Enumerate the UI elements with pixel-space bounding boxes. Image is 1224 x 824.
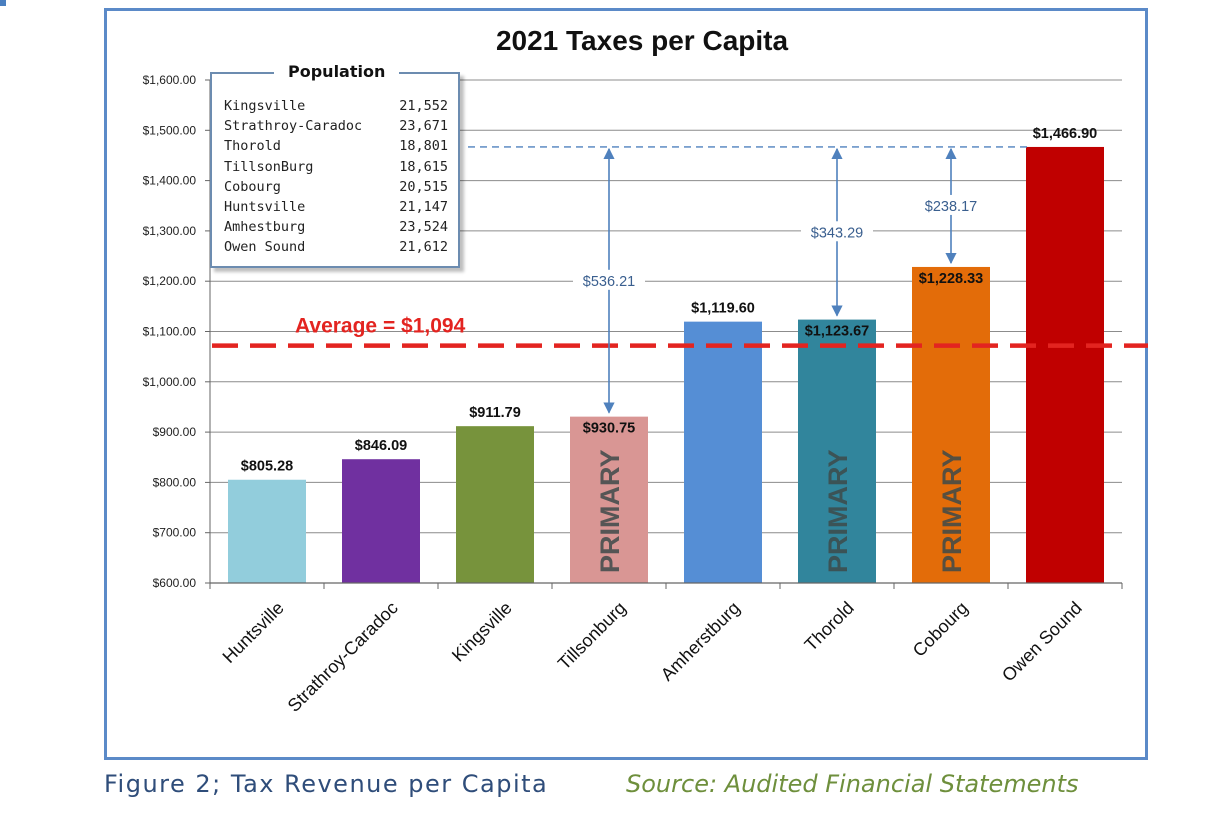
data-label: $805.28 bbox=[241, 459, 293, 475]
population-value: 23,524 bbox=[399, 219, 448, 236]
data-label: $911.79 bbox=[469, 405, 521, 421]
data-label: $1,466.90 bbox=[1033, 126, 1098, 142]
gap-label: $238.17 bbox=[925, 199, 977, 215]
bar bbox=[228, 479, 306, 583]
population-name: TillsonBurg bbox=[224, 158, 314, 175]
data-label: $930.75 bbox=[583, 421, 635, 437]
gap-label-bg bbox=[801, 221, 873, 242]
population-value: 23,671 bbox=[399, 118, 448, 135]
average-label: Average = $1,094 bbox=[295, 315, 466, 338]
x-tick-label: Huntsville bbox=[219, 598, 288, 667]
gap-label-bg bbox=[915, 194, 987, 215]
y-tick-label: $1,200.00 bbox=[143, 274, 197, 288]
bar-inner-label: PRIMARY bbox=[823, 449, 853, 573]
x-tick-label: Tillsonburg bbox=[554, 598, 630, 674]
population-name: Owen Sound bbox=[224, 239, 306, 256]
chart-title: 2021 Taxes per Capita bbox=[496, 25, 789, 56]
population-value: 21,147 bbox=[399, 199, 448, 215]
gap-annotations: $536.21 $343.29 $238.17 bbox=[573, 147, 987, 414]
population-name: Huntsville bbox=[224, 199, 306, 215]
population-row: Amhestburg 23,524 bbox=[224, 219, 448, 239]
population-value: 20,515 bbox=[399, 178, 448, 195]
data-label: $1,119.60 bbox=[691, 301, 755, 317]
y-tick-label: $900.00 bbox=[153, 425, 197, 439]
average-line: Average = $1,094 bbox=[212, 315, 1148, 348]
gap-label: $536.21 bbox=[583, 274, 635, 290]
population-row: Owen Sound 21,612 bbox=[224, 239, 448, 259]
population-row: Thorold 18,801 bbox=[224, 138, 448, 158]
gap-label: $343.29 bbox=[811, 225, 863, 241]
population-value: 18,801 bbox=[399, 138, 448, 155]
y-axis: $600.00 $700.00 $800.00 $900.00 $1,000.00 $1,… bbox=[143, 73, 211, 590]
population-value: 21,552 bbox=[399, 98, 448, 114]
population-value: 18,615 bbox=[399, 158, 448, 175]
population-name: Amhestburg bbox=[224, 219, 306, 236]
population-row: Kingsville 21,552 bbox=[224, 98, 448, 118]
y-tick-label: $1,000.00 bbox=[143, 375, 197, 389]
x-tick-label: Strathroy-Caradoc bbox=[284, 598, 402, 716]
bar-inner-label: PRIMARY bbox=[937, 449, 967, 573]
x-tick-label: Owen Sound bbox=[998, 598, 1086, 686]
bar bbox=[570, 416, 648, 583]
figure-caption: Figure 2; Tax Revenue per Capita bbox=[104, 770, 549, 798]
data-label: $846.09 bbox=[355, 438, 407, 454]
x-tick-label: Thorold bbox=[801, 598, 858, 655]
population-row: Strathroy-Caradoc 23,671 bbox=[224, 118, 448, 138]
population-value: 21,612 bbox=[399, 239, 448, 256]
y-tick-label: $700.00 bbox=[153, 526, 197, 540]
bars: $805.28 $846.09 $911.79 $930.75 PRIMARY $1,11… bbox=[228, 126, 1104, 584]
y-tick-label: $1,500.00 bbox=[143, 123, 197, 137]
population-name: Kingsville bbox=[224, 98, 306, 114]
y-tick-label: $1,600.00 bbox=[143, 73, 197, 87]
population-row: Huntsville 21,147 bbox=[224, 199, 448, 219]
bar bbox=[456, 426, 534, 583]
data-label: $1,228.33 bbox=[919, 271, 984, 287]
population-legend-box: Population Kingsville 21,552 Strathroy-Car… bbox=[210, 62, 460, 268]
population-row: Cobourg 20,515 bbox=[224, 179, 448, 199]
bar bbox=[342, 459, 420, 583]
bar bbox=[912, 266, 990, 583]
bar bbox=[1026, 146, 1104, 584]
bar-inner-label: PRIMARY bbox=[595, 449, 625, 573]
data-label: $1,123.67 bbox=[805, 324, 870, 340]
x-tick-label: Kingsville bbox=[448, 598, 516, 666]
y-tick-label: $600.00 bbox=[153, 576, 197, 590]
population-name: Cobourg bbox=[224, 178, 281, 195]
bar bbox=[684, 321, 762, 583]
page-corner-mark bbox=[0, 0, 6, 6]
source-note: Source: Audited Financial Statements bbox=[626, 770, 1079, 798]
y-tick-label: $1,100.00 bbox=[143, 325, 197, 339]
population-name: Strathroy-Caradoc bbox=[224, 118, 363, 135]
y-tick-label: $1,300.00 bbox=[143, 224, 197, 238]
population-row: TillsonBurg 18,615 bbox=[224, 159, 448, 179]
x-tick-label: Cobourg bbox=[909, 598, 972, 661]
population-name: Thorold bbox=[224, 138, 281, 155]
bar bbox=[798, 319, 876, 583]
gap-label-bg bbox=[573, 269, 645, 290]
population-title: Population bbox=[274, 62, 400, 81]
y-tick-label: $1,400.00 bbox=[143, 174, 197, 188]
x-tick-label: Amherstburg bbox=[657, 598, 744, 685]
y-tick-label: $800.00 bbox=[153, 475, 197, 489]
